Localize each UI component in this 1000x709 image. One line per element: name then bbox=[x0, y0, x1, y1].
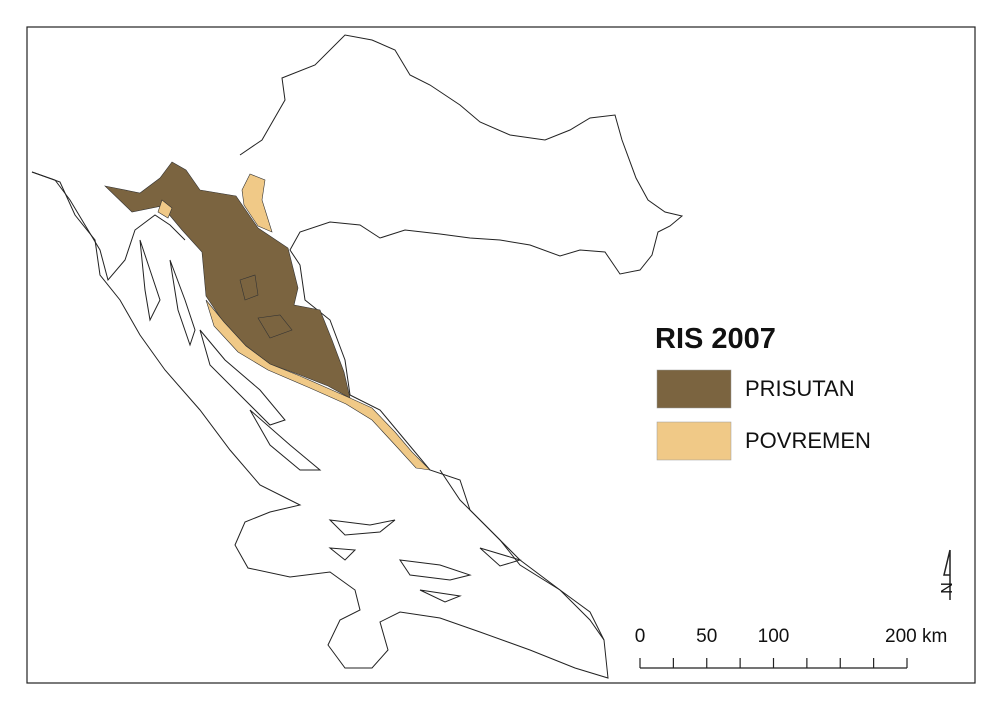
north-label: N bbox=[939, 582, 956, 594]
islands bbox=[139, 239, 522, 603]
scale-label: 50 bbox=[696, 626, 717, 647]
north-arrow-shape bbox=[943, 549, 951, 600]
sea-boundary bbox=[31, 171, 609, 679]
istria-coast bbox=[31, 171, 186, 282]
north-arrow: N bbox=[939, 549, 956, 600]
scale-label: 100 bbox=[758, 626, 790, 647]
region-prisutan bbox=[104, 161, 351, 399]
scale-label: 0 bbox=[635, 626, 646, 647]
map-frame bbox=[26, 26, 976, 684]
legend-items: PRISUTAN POVREMEN bbox=[656, 369, 871, 461]
scale-bar: 0 50 100 200 km bbox=[635, 626, 947, 669]
legend-label: POVREMEN bbox=[745, 428, 871, 453]
legend-swatch bbox=[656, 369, 732, 409]
scale-label: 200 km bbox=[885, 626, 947, 647]
legend-title: RIS 2007 bbox=[655, 323, 776, 355]
region-povremen bbox=[157, 173, 431, 471]
legend-swatch bbox=[656, 421, 732, 461]
legend-label: PRISUTAN bbox=[745, 376, 855, 401]
country-outline bbox=[239, 34, 684, 641]
legend: RIS 2007 PRISUTAN POVREMEN bbox=[655, 323, 871, 461]
